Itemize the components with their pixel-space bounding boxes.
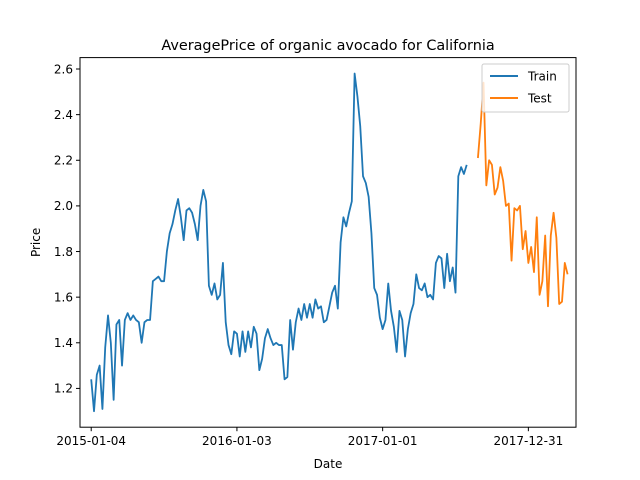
x-tick-label: 2015-01-04: [56, 434, 126, 448]
y-tick-label: 1.2: [54, 382, 73, 396]
y-tick-label: 2.0: [54, 199, 73, 213]
series-line-test: [477, 81, 569, 308]
x-tick-label: 2017-12-31: [493, 434, 563, 448]
axes-frame: [79, 57, 577, 428]
y-axis-label: Price: [29, 228, 43, 257]
legend: Train Test: [481, 63, 570, 113]
series-layer: [90, 72, 569, 413]
x-axis-label: Date: [314, 457, 343, 471]
x-tick-label: 2017-01-01: [348, 434, 418, 448]
y-tick-label: 2.4: [54, 108, 73, 122]
y-tick-label: 2.6: [54, 62, 73, 76]
x-tick-label: 2016-01-03: [202, 434, 272, 448]
chart-title: AveragePrice of organic avocado for Cali…: [161, 38, 494, 54]
legend-label-test: Test: [527, 92, 552, 106]
y-tick-label: 1.6: [54, 290, 73, 304]
x-axis-ticks: 2015-01-04 2016-01-03 2017-01-01 2017-12-31: [56, 427, 563, 448]
legend-label-train: Train: [527, 70, 557, 84]
y-axis-ticks: 1.2 1.4 1.6 1.8 2.0 2.2 2.4 2.6: [54, 62, 80, 396]
series-line-train: [90, 72, 468, 413]
y-tick-label: 1.8: [54, 245, 73, 259]
axes-background: [80, 57, 576, 428]
y-tick-label: 2.2: [54, 154, 73, 168]
y-tick-label: 1.4: [54, 336, 73, 350]
